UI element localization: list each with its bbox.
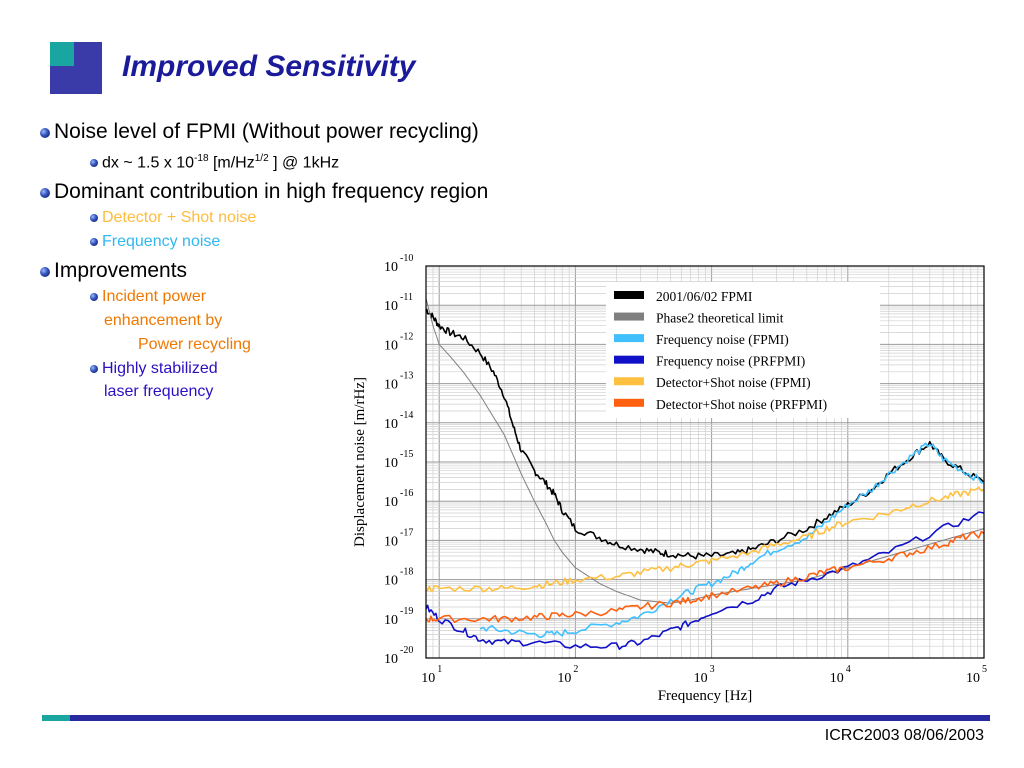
y-tick-exponent: -20 (400, 645, 413, 656)
y-tick-exponent: -10 (400, 253, 413, 264)
noise-spectrum-svg: 10110210310410510-1010-1110-1210-1310-14… (352, 253, 987, 704)
y-tick-exponent: -11 (400, 292, 413, 303)
y-tick-exponent: -19 (400, 606, 413, 617)
footer-date: ICRC2003 08/06/2003 (824, 727, 984, 744)
legend-label: Detector+Shot noise (PRFPMI) (656, 397, 827, 412)
legend-label: Phase2 theoretical limit (656, 311, 784, 326)
x-tick-exponent: 1 (437, 664, 442, 675)
series-line-3 (479, 442, 985, 639)
bullet-icon (40, 128, 50, 138)
bullet-incident-power-2: enhancement by (104, 312, 223, 329)
x-tick-label: 10 (421, 671, 435, 686)
y-tick-exponent: -12 (400, 331, 413, 342)
x-tick-exponent: 5 (982, 664, 987, 675)
x-axis-label: Frequency [Hz] (658, 688, 753, 704)
y-tick-label: 10 (384, 417, 398, 432)
bullet-dx-value: dx ~ 1.5 x 10-18 [m/Hz1/2 ] @ 1kHz (102, 153, 340, 172)
bullet-frequency-noise: Frequency noise (102, 233, 221, 250)
x-tick-label: 10 (694, 671, 708, 686)
y-tick-label: 10 (384, 574, 398, 589)
bullet-dominant-contribution: Dominant contribution in high frequency … (54, 180, 489, 203)
bullet-improvements: Improvements (54, 259, 188, 282)
x-tick-label: 10 (830, 671, 844, 686)
y-tick-exponent: -13 (400, 371, 413, 382)
series-line-4 (425, 511, 985, 650)
y-tick-label: 10 (384, 456, 398, 471)
y-tick-label: 10 (384, 613, 398, 628)
legend-label: Frequency noise (PRFPMI) (656, 354, 805, 369)
plot-frame (425, 265, 985, 659)
bullet-icon (90, 238, 98, 246)
legend-swatch (614, 398, 644, 407)
legend-label: Detector+Shot noise (FPMI) (656, 375, 811, 390)
series-line-5 (425, 486, 985, 593)
logo-teal-square (50, 42, 74, 66)
y-tick-label: 10 (384, 378, 398, 393)
y-axis-label: Displacement noise [m/rHz] (352, 377, 368, 547)
y-tick-label: 10 (384, 338, 398, 353)
legend-label: Frequency noise (FPMI) (656, 332, 789, 347)
bullet-icon (90, 293, 98, 301)
y-tick-exponent: -16 (400, 488, 413, 499)
legend-swatch (614, 355, 644, 364)
y-tick-label: 10 (384, 495, 398, 510)
slide-logo (50, 42, 102, 94)
y-tick-label: 10 (384, 652, 398, 667)
x-tick-exponent: 3 (710, 664, 715, 675)
bullet-icon (40, 267, 50, 277)
bullet-stabilized-laser-1: Highly stabilized (102, 360, 218, 377)
footer-line-accent (42, 715, 70, 721)
y-tick-exponent: -17 (400, 527, 413, 538)
bullet-incident-power-1: Incident power (102, 288, 207, 305)
y-tick-exponent: -15 (400, 449, 413, 460)
bullet-stabilized-laser-2: laser frequency (104, 383, 214, 400)
x-tick-label: 10 (966, 671, 980, 686)
bullet-icon (40, 188, 50, 198)
legend-box (606, 282, 880, 418)
bullet-incident-power-3: Power recycling (138, 336, 251, 353)
slide-title: Improved Sensitivity (122, 50, 416, 83)
series-line-6 (425, 530, 985, 624)
bullet-icon (90, 214, 98, 222)
noise-spectrum-chart: 10 1 10 2 10 3 10 4 10 5 10 -10 10 -11 10 -12 10 -13 10 -14… (340, 252, 1000, 712)
bullet-icon (90, 365, 98, 373)
legend-label: 2001/06/02 FPMI (656, 289, 753, 304)
legend-swatch (614, 312, 644, 321)
legend-swatch (614, 291, 644, 299)
y-tick-label: 10 (384, 299, 398, 314)
y-tick-exponent: -18 (400, 567, 413, 578)
x-tick-exponent: 2 (573, 664, 578, 675)
footer-line (42, 715, 990, 721)
y-tick-label: 10 (384, 534, 398, 549)
x-tick-label: 10 (557, 671, 571, 686)
legend-swatch (614, 334, 644, 343)
x-tick-exponent: 4 (846, 664, 851, 675)
bullet-icon (90, 159, 98, 167)
bullet-noise-level: Noise level of FPMI (Without power recyc… (54, 120, 479, 143)
bullet-detector-shot-noise: Detector + Shot noise (102, 209, 257, 226)
legend-swatch (614, 377, 644, 386)
y-tick-exponent: -14 (400, 410, 413, 421)
y-tick-label: 10 (384, 260, 398, 275)
